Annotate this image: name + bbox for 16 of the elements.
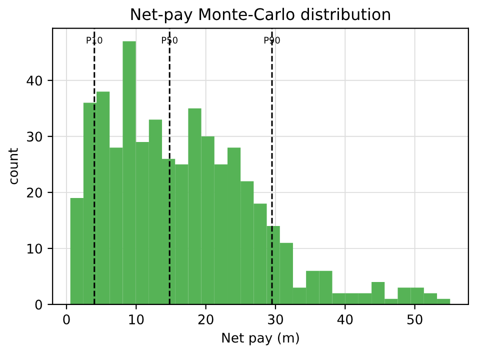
x-tick-label: 50 bbox=[407, 314, 422, 324]
y-tick-label: 10 bbox=[28, 244, 42, 254]
y-tick-label: 20 bbox=[27, 188, 42, 198]
y-axis-title: count bbox=[8, 148, 18, 184]
x-tick-label: 30 bbox=[268, 314, 284, 324]
y-tick-label: 0 bbox=[35, 300, 42, 310]
y-tick-label: 40 bbox=[26, 76, 42, 86]
x-tick-label: 40 bbox=[337, 314, 353, 324]
ref-line-label: P90 bbox=[264, 36, 280, 44]
ref-line-label: P50 bbox=[162, 36, 178, 44]
x-tick-label: 20 bbox=[198, 314, 214, 324]
y-tick-label: 30 bbox=[27, 132, 42, 142]
x-axis-title: Net pay (m) bbox=[222, 332, 299, 346]
x-tick-label: 0 bbox=[63, 314, 70, 324]
x-tick-label: 10 bbox=[129, 314, 144, 324]
chart-title: Net-pay Monte-Carlo distribution bbox=[131, 8, 390, 24]
